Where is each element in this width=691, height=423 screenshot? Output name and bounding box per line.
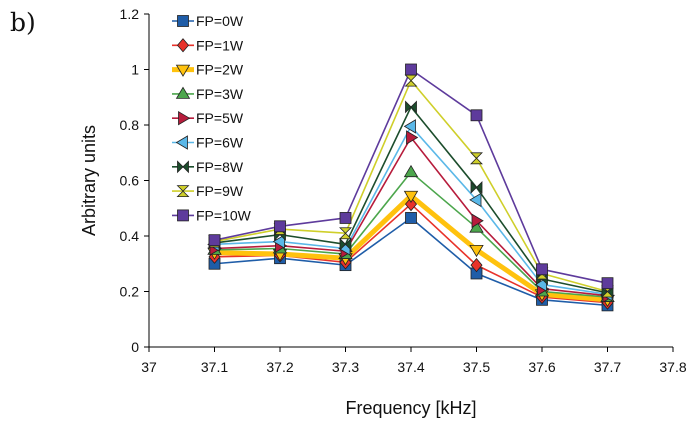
data-point-fp-0w — [405, 212, 417, 224]
legend-marker-fp-1w — [176, 38, 190, 53]
data-point-fp-8w — [339, 237, 352, 251]
legend-marker-fp-10w — [177, 209, 189, 222]
data-point-fp-5w — [406, 130, 419, 145]
legend-marker-fp-6w — [175, 135, 188, 150]
data-point-fp-6w — [469, 192, 482, 208]
y-tick-label: 0.2 — [120, 284, 140, 300]
legend-marker-fp-5w — [178, 110, 191, 126]
data-point-fp-10w — [601, 277, 614, 290]
data-point-fp-8w — [405, 100, 417, 114]
data-point-fp-10w — [470, 109, 483, 122]
x-tick-label: 37.8 — [659, 359, 686, 375]
data-point-fp-10w — [339, 212, 352, 224]
legend-label-fp-10w: FP=10W — [196, 207, 252, 223]
data-point-fp-5w — [471, 213, 484, 228]
data-point-fp-8w — [470, 180, 483, 194]
y-tick-label: 1.2 — [120, 6, 140, 22]
y-tick-label: 0.8 — [120, 117, 140, 133]
y-tick-label: 0.4 — [120, 228, 140, 244]
data-point-fp-9w — [339, 227, 352, 240]
y-tick-label: 0 — [131, 339, 139, 355]
x-tick-label: 37.6 — [528, 359, 555, 375]
legend-label-fp-0w: FP=0W — [196, 13, 244, 29]
data-point-fp-1w — [404, 196, 418, 212]
data-point-fp-10w — [208, 234, 221, 247]
x-tick-label: 37.3 — [332, 359, 359, 375]
data-point-fp-9w — [470, 152, 483, 165]
data-point-fp-2w — [403, 190, 419, 204]
data-point-fp-6w — [403, 119, 416, 134]
data-point-fp-10w — [274, 220, 286, 233]
legend-label-fp-3w: FP=3W — [196, 86, 244, 102]
y-tick-label: 1 — [131, 62, 139, 78]
x-axis-title: Frequency [kHz] — [345, 398, 476, 418]
x-tick-label: 37.7 — [594, 359, 621, 375]
data-point-fp-1w — [470, 258, 483, 273]
legend-marker-fp-8w — [177, 160, 189, 174]
x-tick-label: 37.4 — [397, 359, 424, 375]
legend-marker-fp-0w — [177, 15, 189, 27]
series-line-fp-2w — [214, 193, 608, 303]
x-tick-label: 37.1 — [201, 359, 228, 375]
legend-marker-fp-3w — [175, 86, 191, 99]
series-line-fp-9w — [214, 79, 608, 293]
panel-label: b) — [10, 8, 36, 37]
data-point-fp-2w — [469, 244, 484, 258]
legend-label-fp-1w: FP=1W — [196, 37, 244, 53]
x-tick-label: 37 — [141, 359, 157, 375]
data-point-fp-10w — [405, 63, 417, 76]
data-point-fp-10w — [536, 263, 548, 276]
data-point-fp-6w — [272, 234, 285, 249]
y-axis-title: Arbitrary units — [79, 125, 99, 236]
data-point-fp-9w — [404, 74, 418, 87]
legend-label-fp-8w: FP=8W — [196, 159, 244, 175]
legend-label-fp-5w: FP=5W — [196, 110, 244, 126]
legend-label-fp-2w: FP=2W — [196, 62, 244, 78]
legend-label-fp-6w: FP=6W — [196, 135, 244, 151]
legend-marker-fp-2w — [175, 64, 191, 77]
legend-label-fp-9w: FP=9W — [196, 183, 244, 199]
data-point-fp-3w — [403, 164, 419, 178]
x-tick-label: 37.5 — [463, 359, 490, 375]
y-tick-label: 0.6 — [120, 173, 140, 189]
legend-marker-fp-9w — [176, 185, 190, 198]
x-tick-label: 37.2 — [266, 359, 293, 375]
